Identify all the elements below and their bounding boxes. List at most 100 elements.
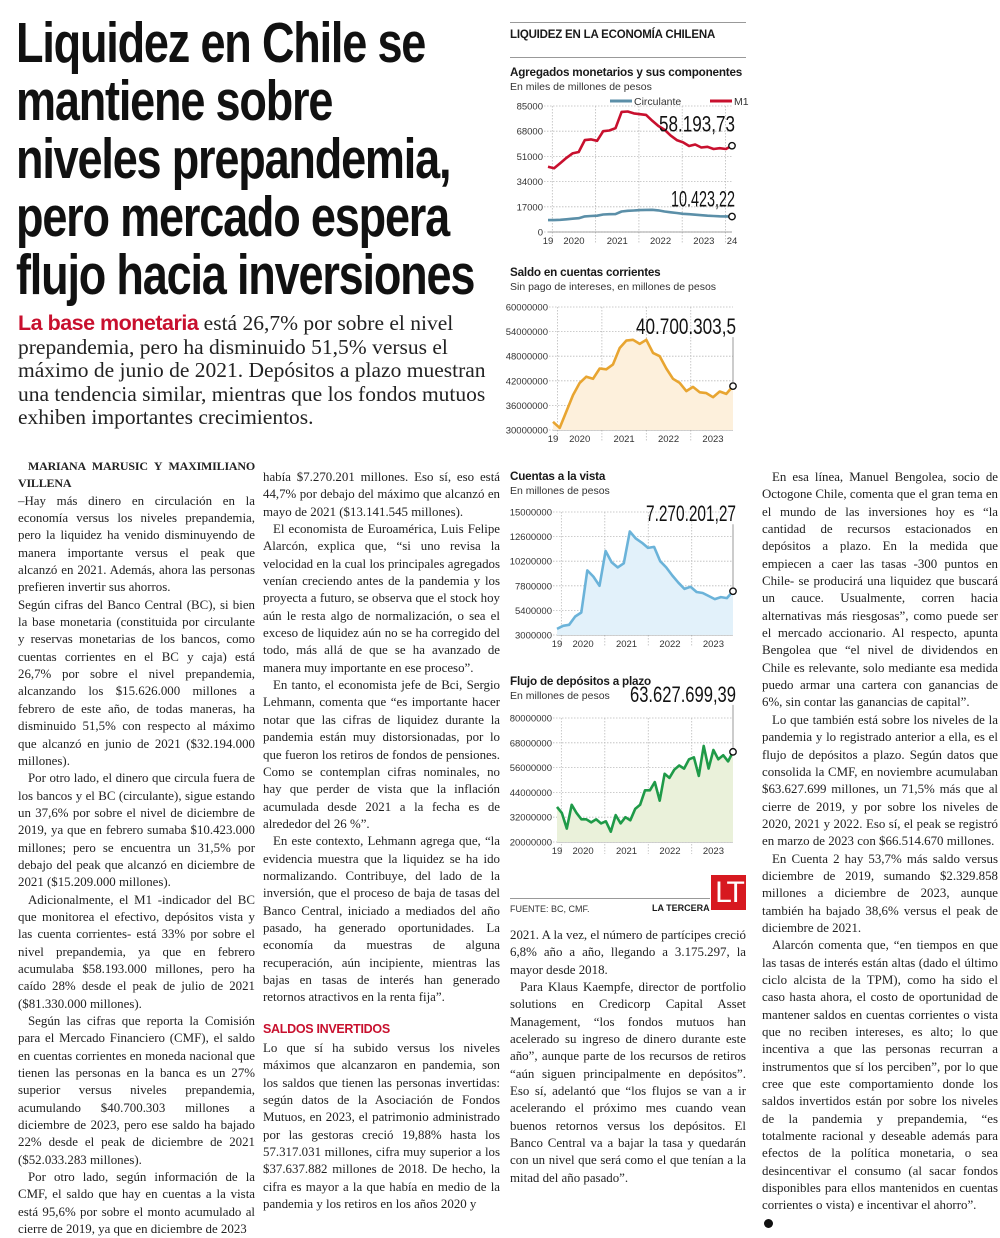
paragraph: Por otro lado, según información de la C… [18, 1170, 255, 1237]
y-tick-label: 20000000 [510, 838, 552, 849]
paragraph: El economista de Euroamérica, Luis Felip… [263, 522, 500, 675]
headline-line: pero mercado espera [16, 185, 450, 249]
x-tick-label: 2022 [650, 236, 671, 247]
y-tick-label: 17000 [517, 202, 543, 213]
paragraph: Según cifras del Banco Central (BC), si … [18, 597, 255, 768]
chart-3: 15000000 12600000 10200000 7800000 5400000 30… [510, 501, 737, 650]
y-tick-label: 30000000 [506, 426, 548, 437]
headline-line: mantiene sobre [16, 69, 333, 133]
chart-2: 60000000 54000000 48000000 42000000 36000000… [506, 303, 737, 445]
paragraph: En Cuenta 2 hay 53,7% más saldo versus d… [762, 851, 998, 935]
y-tick-label: 34000 [517, 177, 543, 188]
last-value-label: 40.700.303,5 [636, 314, 736, 339]
y-tick-label: 56000000 [510, 763, 552, 774]
y-tick-label: 44000000 [510, 788, 552, 799]
chart-subtitle: En miles de millones de pesos [510, 81, 652, 93]
area-fill [553, 339, 733, 430]
brand-name: LA TERCERA [652, 903, 710, 913]
x-tick-label: 2020 [573, 846, 594, 857]
last-value-label: 63.627.699,39 [630, 682, 736, 707]
end-of-article-icon [764, 1219, 773, 1229]
deck-text: está 26,7% por sobre el nivel prepandemi… [18, 311, 486, 429]
last-value-marker [729, 587, 737, 596]
x-tick-label: 2023 [693, 236, 714, 247]
la-tercera-logo: LT [711, 875, 746, 910]
x-tick-label: 24 [727, 236, 738, 247]
y-tick-label: 42000000 [506, 376, 548, 387]
deck-lead: La base monetaria [18, 311, 199, 335]
legend-label: M1 [734, 96, 749, 108]
legend-label: Circulante [634, 96, 681, 108]
x-tick-label: 2021 [616, 846, 637, 857]
y-tick-label: 68000 [517, 127, 543, 138]
y-tick-label: 10200000 [510, 557, 552, 568]
y-tick-label: 3000000 [515, 631, 552, 642]
x-tick-label: 2023 [703, 639, 724, 650]
x-tick-label: 19 [548, 434, 559, 445]
paragraph: 2021. A la vez, el número de partícipes … [510, 928, 746, 977]
byline: MARIANA MARUSIC Y MAXIMILIANO VILLENA [18, 459, 255, 491]
headline-line: flujo hacia inversiones [16, 243, 475, 307]
x-tick-label: 2022 [659, 846, 680, 857]
article-column-2: había $7.270.201 millones. Eso sí, eso e… [263, 469, 500, 1213]
x-tick-label: 2021 [616, 639, 637, 650]
source-note: FUENTE: BC, CMF. [510, 898, 710, 914]
paragraph: En tanto, el economista jefe de Bci, Ser… [263, 678, 500, 831]
y-tick-label: 36000000 [506, 401, 548, 412]
x-tick-label: 2022 [659, 639, 680, 650]
paragraph: En esa línea, Manuel Bengolea, socio de … [762, 470, 998, 710]
series-line-saldo-en-cuentas-corrientes [552, 338, 734, 430]
y-tick-label: 12600000 [510, 532, 552, 543]
paragraph: Alarcón comenta que, “en tiempos en que … [762, 938, 998, 1213]
series-line-cuentas-a-la-vista [556, 530, 734, 631]
y-tick-label: 0 [538, 228, 543, 239]
y-tick-label: 80000000 [510, 714, 552, 725]
x-tick-label: 2021 [607, 236, 628, 247]
last-value-marker [728, 212, 736, 221]
last-value-label: 10.423,22 [671, 187, 735, 212]
paragraph: Lo que también está sobre los niveles de… [762, 712, 998, 849]
x-tick-label: 2020 [569, 434, 590, 445]
last-value-marker [729, 747, 737, 756]
paragraph: Para Klaus Kaempfe, director de portfoli… [510, 980, 746, 1185]
x-tick-label: 19 [552, 639, 563, 650]
y-tick-label: 15000000 [510, 508, 552, 519]
headline-line: niveles prepandemia, [16, 127, 451, 191]
y-tick-label: 5400000 [515, 606, 552, 617]
chart-1: 85000 68000 51000 34000 17000 019 2020 2021 2022… [517, 96, 749, 247]
last-value-label: 58.193,73 [659, 112, 735, 137]
chart-subtitle: Sin pago de intereses, en millones de pe… [510, 281, 717, 293]
y-tick-label: 48000000 [506, 352, 548, 363]
series-line-flujo-de-depósitos-a-plazo [555, 744, 735, 833]
last-value-marker [729, 382, 737, 391]
last-value-label: 7.270.201,27 [646, 501, 736, 526]
y-tick-label: 85000 [517, 102, 543, 113]
x-tick-label: 2022 [658, 434, 679, 445]
chart-subtitle: En millones de pesos [510, 690, 610, 702]
chart-title: Saldo en cuentas corrientes [510, 266, 661, 279]
x-tick-label: 2023 [702, 434, 723, 445]
subheading: SALDOS INVERTIDOS [263, 1021, 390, 1036]
x-tick-label: 2020 [573, 639, 594, 650]
chart-4: 80000000 68000000 56000000 44000000 32000000… [510, 682, 737, 857]
paragraph: En este contexto, Lehmann agrega que, “l… [263, 834, 500, 1005]
series-line-m1 [547, 110, 733, 170]
paragraph: Según las cifras que reporta la Comisión… [18, 1014, 255, 1167]
paragraph: Por otro lado, el dinero que circula fue… [18, 771, 255, 890]
y-tick-label: 51000 [517, 152, 543, 163]
x-tick-label: 2023 [703, 846, 724, 857]
paragraph: había $7.270.201 millones. Eso sí, eso e… [263, 470, 500, 519]
y-tick-label: 60000000 [506, 303, 548, 314]
article-column-4: En esa línea, Manuel Bengolea, socio de … [762, 469, 998, 1232]
article-column-3: 2021. A la vez, el número de partícipes … [510, 927, 746, 1187]
paragraph: –Hay más dinero en circulación en la eco… [18, 493, 255, 595]
y-tick-label: 68000000 [510, 738, 552, 749]
x-tick-label: 19 [543, 236, 554, 247]
deck: La base monetaria está 26,7% por sobre e… [18, 311, 498, 430]
series-line-circulante [548, 208, 733, 222]
y-tick-label: 54000000 [506, 327, 548, 338]
chart-title: Flujo de depósitos a plazo [510, 675, 651, 688]
x-tick-label: 2020 [563, 236, 584, 247]
headline-line: Liquidez en Chile se [16, 11, 426, 75]
